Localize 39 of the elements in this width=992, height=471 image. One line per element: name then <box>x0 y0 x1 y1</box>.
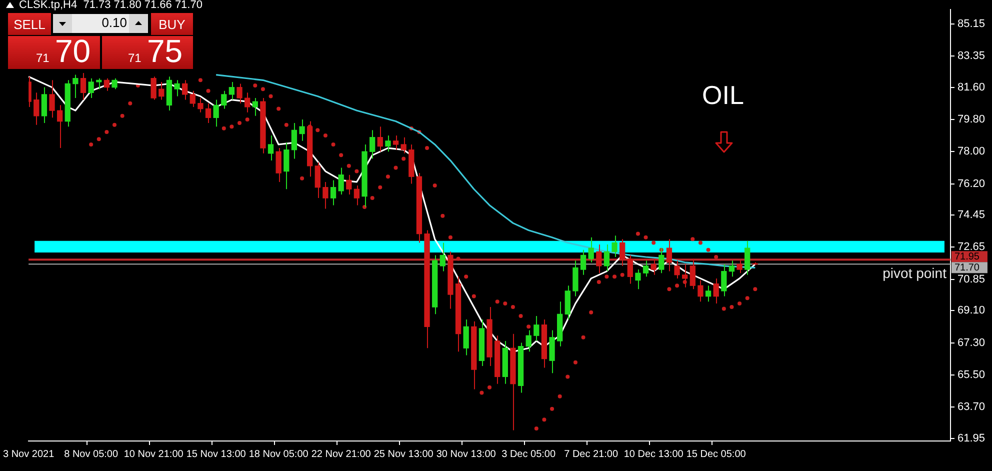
y-tick-label: 70.85 <box>957 273 986 286</box>
y-tick-label: 67.30 <box>957 336 986 349</box>
x-tick-label: 7 Dec 21:00 <box>564 448 618 460</box>
y-tick-label: 81.60 <box>957 81 986 94</box>
annotation: OIL <box>702 80 744 110</box>
annotation: 0.10 <box>100 15 127 32</box>
y-tick-label: 76.20 <box>957 178 986 190</box>
annotation: 70 <box>55 33 92 69</box>
x-tick-label: 15 Nov 13:00 <box>186 448 246 460</box>
y-tick-label: 78.00 <box>957 146 986 158</box>
annotation: 75 <box>147 33 184 69</box>
x-tick-label: 15 Dec 05:00 <box>686 448 746 460</box>
annotation: pivot point <box>882 265 947 282</box>
x-tick-label: 10 Dec 13:00 <box>624 448 684 460</box>
y-tick-label: 79.80 <box>957 113 986 126</box>
annotation: 71 <box>128 51 142 65</box>
ref-line-label: 71.70 <box>954 262 980 274</box>
ref-line-label: 71.95 <box>954 251 980 262</box>
x-tick-label: 25 Nov 13:00 <box>374 448 434 460</box>
x-tick-label: 30 Nov 13:00 <box>436 448 496 460</box>
y-tick-label: 74.45 <box>957 209 986 222</box>
y-tick-label: 63.70 <box>957 401 986 414</box>
chart-title: CLSK.tp,H4 71.73 71.80 71.66 71.70 <box>19 0 204 12</box>
candlestick <box>49 80 55 118</box>
y-tick-label: 85.15 <box>957 18 986 30</box>
y-tick-label: 69.10 <box>957 304 986 317</box>
y-tick-label: 72.65 <box>957 241 986 254</box>
x-tick-label: 3 Dec 05:00 <box>502 448 556 460</box>
annotation: BUY <box>158 16 186 32</box>
y-tick-label: 61.95 <box>957 432 986 444</box>
x-tick-label: 3 Nov 2021 <box>2 448 55 460</box>
annotation: 71 <box>36 51 50 65</box>
x-tick-label: 22 Nov 21:00 <box>311 448 372 460</box>
x-tick-label: 18 Nov 05:00 <box>248 448 309 460</box>
x-tick-label: 8 Nov 05:00 <box>64 448 118 460</box>
annotation: SELL <box>8 13 51 35</box>
x-tick-label: 10 Nov 21:00 <box>124 448 184 460</box>
y-tick-label: 65.50 <box>957 368 986 381</box>
y-tick-label: 83.35 <box>957 50 986 62</box>
